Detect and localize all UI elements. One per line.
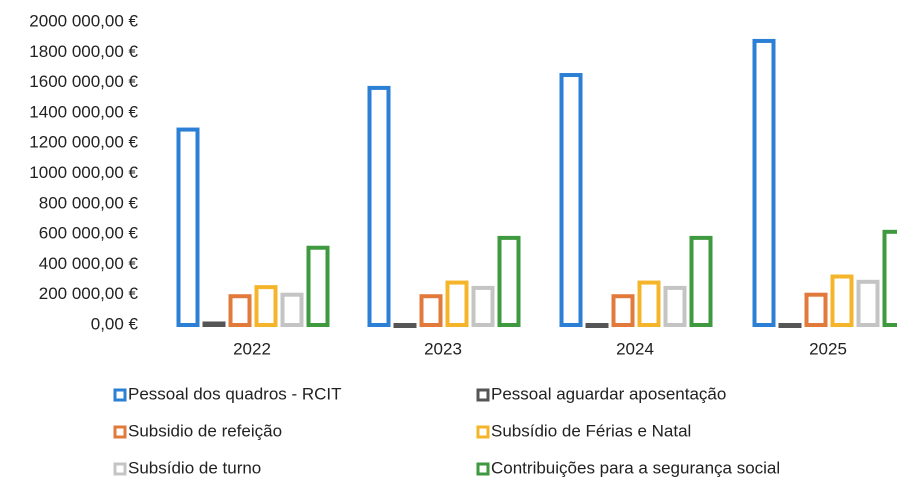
y-tick-label: 400 000,00 €: [39, 254, 139, 273]
legend-marker: [113, 388, 127, 402]
legend-text: Subsídio de Férias e Natal: [491, 421, 691, 440]
x-tick-label: 2022: [233, 339, 271, 358]
y-tick-label: 1600 000,00 €: [29, 72, 138, 91]
legend-marker: [113, 462, 127, 476]
x-tick-label: 2025: [809, 339, 847, 358]
y-tick-label: 1000 000,00 €: [29, 163, 138, 182]
y-tick-label: 200 000,00 €: [39, 284, 139, 303]
legend-text: Pessoal dos quadros - RCIT: [128, 384, 342, 403]
bar: [585, 323, 609, 328]
x-tick-label: 2023: [424, 339, 462, 358]
legend-text: Pessoal aguardar aposentação: [491, 384, 726, 403]
y-tick-label: 0,00 €: [91, 314, 139, 333]
legend-text: Subsidio de refeição: [128, 421, 282, 440]
bar: [778, 323, 802, 328]
bar: [280, 292, 304, 328]
bar: [804, 292, 828, 328]
bar: [856, 279, 880, 328]
bar: [882, 229, 897, 327]
legend-text: Subsídio de turno: [128, 458, 261, 477]
y-tick-label: 1200 000,00 €: [29, 133, 138, 152]
legend-marker: [476, 425, 490, 439]
y-tick-label: 2000 000,00 €: [29, 11, 138, 30]
bar: [471, 285, 495, 328]
bar: [497, 235, 521, 327]
bar: [393, 323, 417, 328]
bar: [367, 85, 391, 327]
bar: [663, 285, 687, 328]
bar: [306, 245, 330, 327]
y-tick-label: 1800 000,00 €: [29, 42, 138, 61]
bar: [559, 73, 583, 328]
bar: [689, 235, 713, 327]
y-tick-label: 1400 000,00 €: [29, 102, 138, 121]
bar: [611, 294, 635, 327]
legend-marker: [113, 425, 127, 439]
bar: [637, 280, 661, 327]
legend-marker: [476, 388, 490, 402]
bar: [419, 294, 443, 327]
bar: [254, 285, 278, 327]
bar: [830, 274, 854, 327]
y-tick-label: 600 000,00 €: [39, 224, 139, 243]
legend-marker: [476, 462, 490, 476]
bar: [228, 294, 252, 327]
bar: [752, 38, 776, 327]
legend-text: Contribuições para a segurança social: [491, 458, 780, 477]
bar: [202, 321, 226, 327]
bar: [445, 280, 469, 327]
x-tick-label: 2024: [616, 339, 654, 358]
bar: [176, 127, 200, 327]
y-tick-label: 800 000,00 €: [39, 193, 139, 212]
